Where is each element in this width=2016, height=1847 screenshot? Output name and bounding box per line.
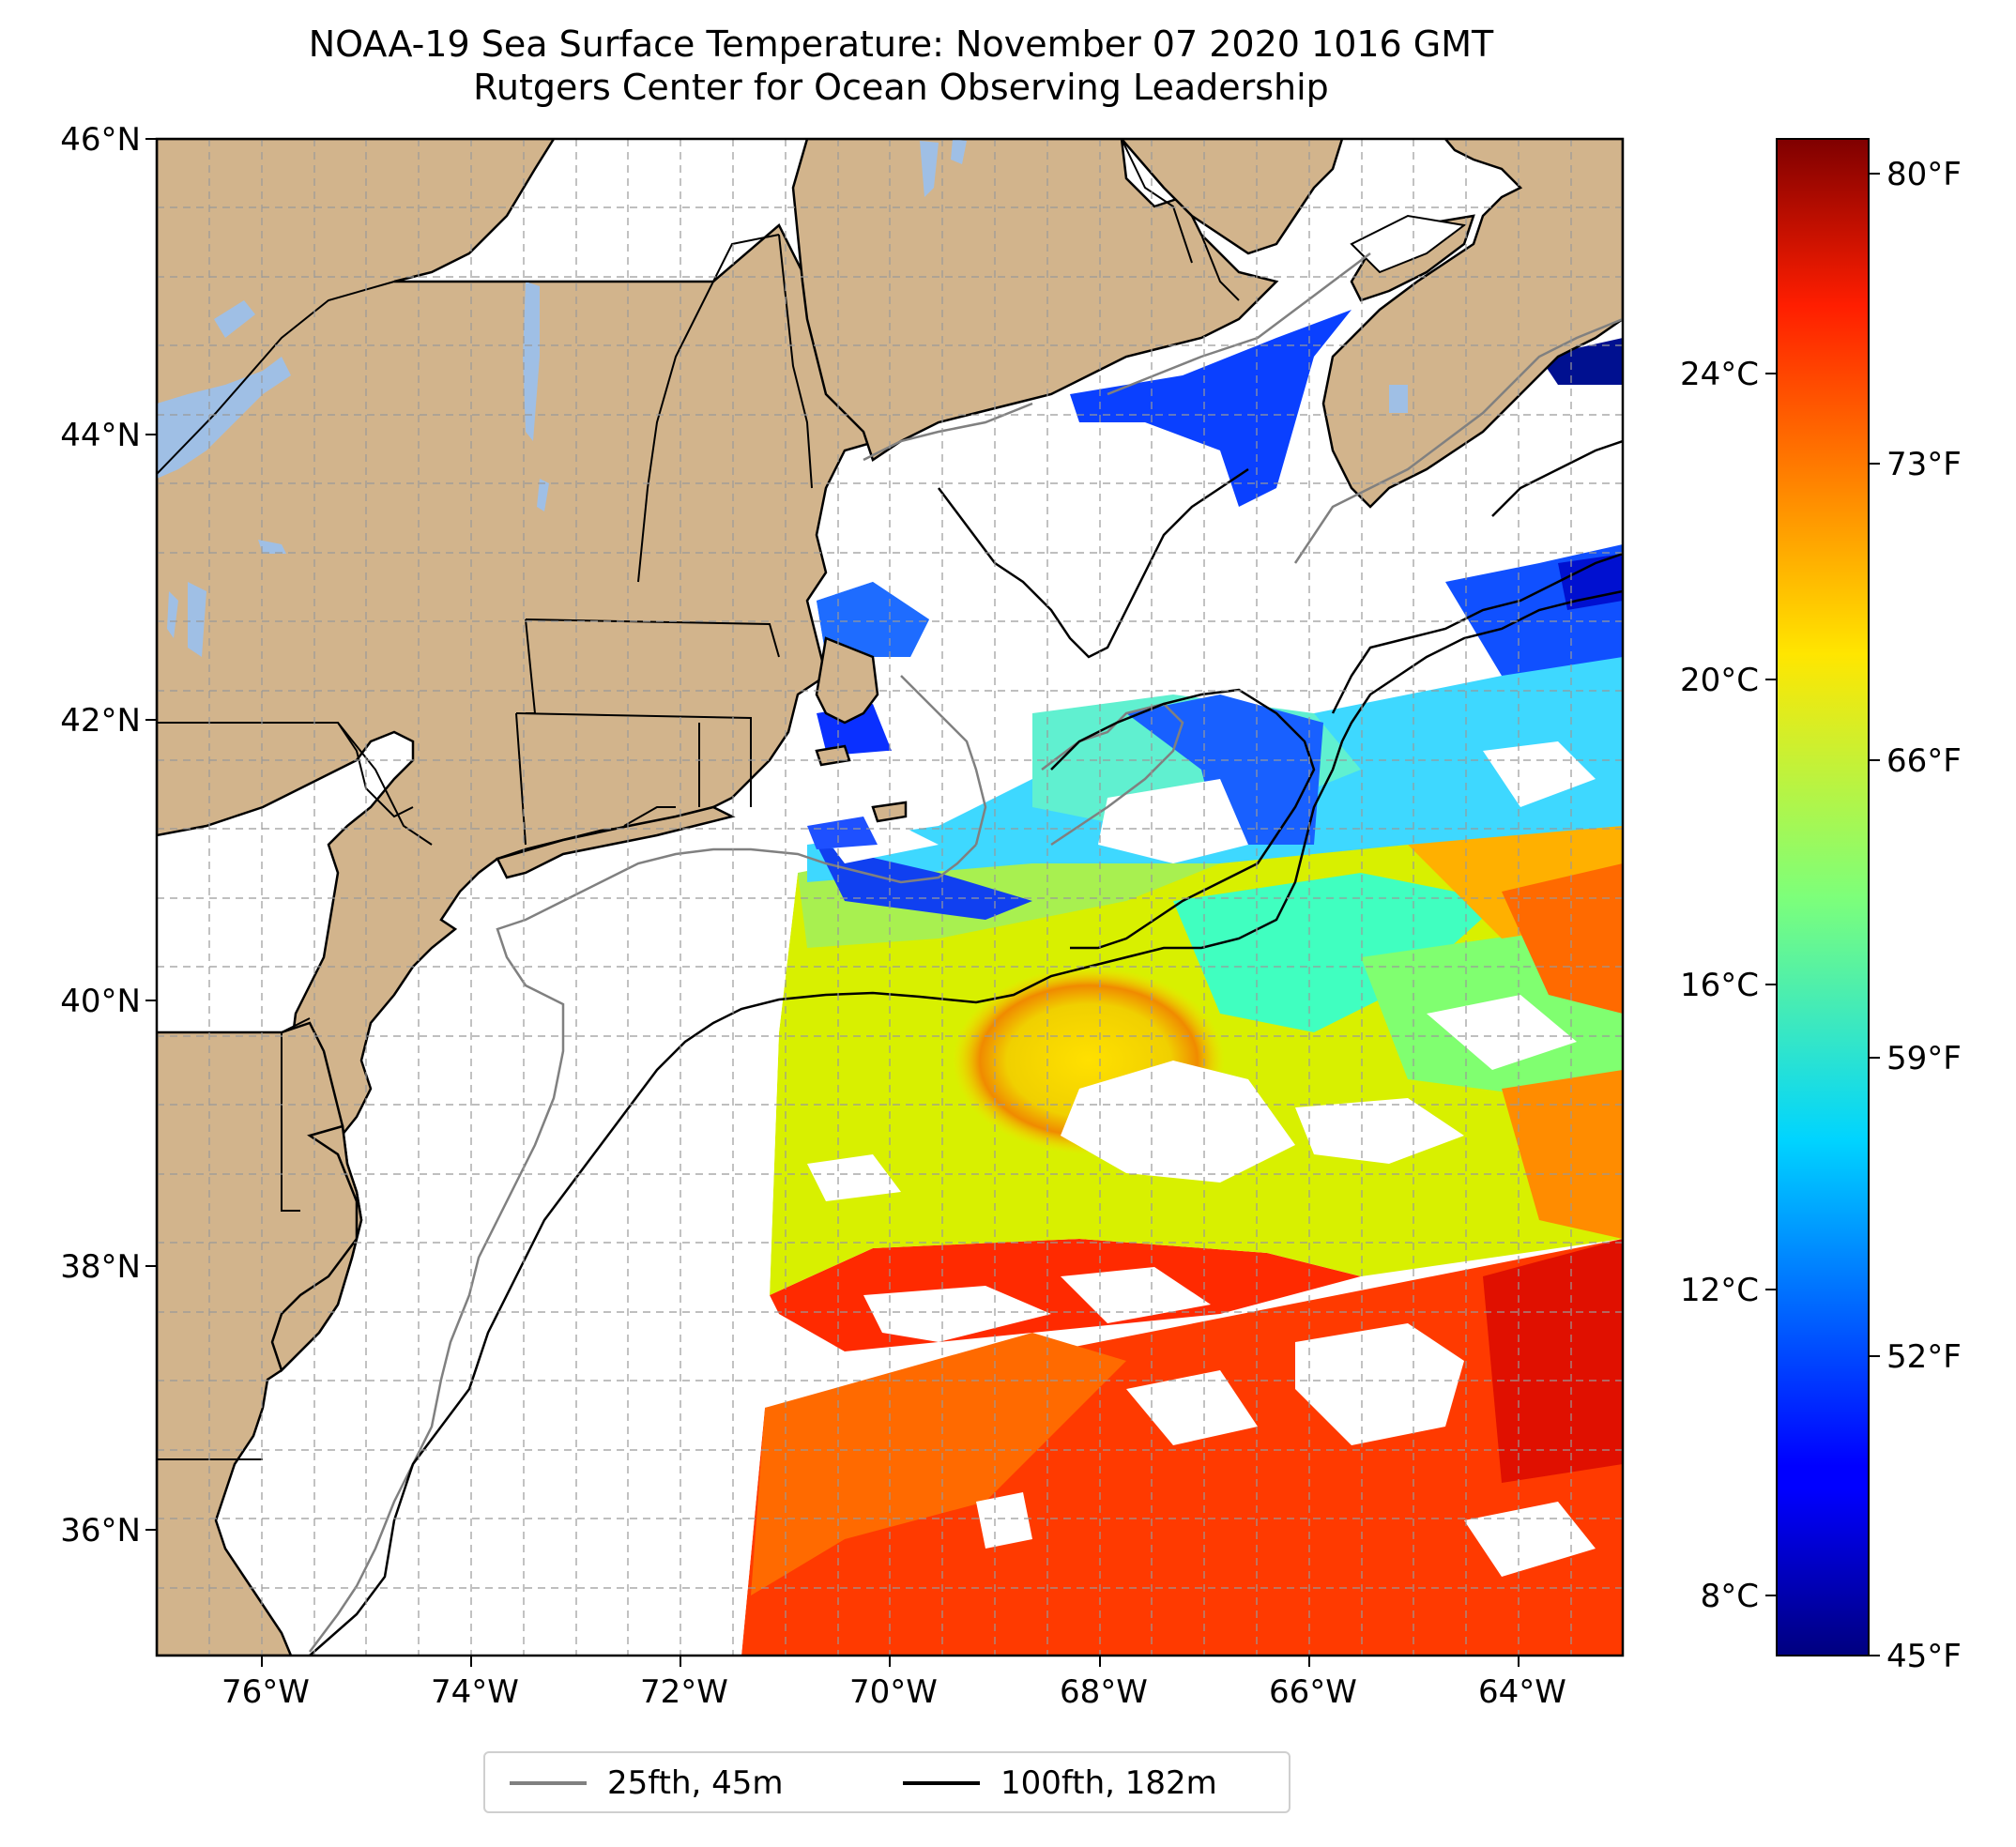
- lon-label-74: 74°W: [431, 1673, 519, 1711]
- colorbar-c-8: 8°C: [1701, 1578, 1759, 1615]
- map-area: [157, 139, 1623, 1656]
- lon-label-70: 70°W: [849, 1673, 938, 1711]
- longitude-axis: [261, 1656, 1520, 1667]
- legend-label-25fth: 25fth, 45m: [607, 1764, 784, 1802]
- colorbar-f-59: 59°F: [1886, 1040, 1962, 1077]
- lat-label-42: 42°N: [60, 702, 141, 740]
- colorbar-f-66: 66°F: [1886, 742, 1962, 780]
- colorbar: [1776, 138, 1870, 1656]
- lat-label-36: 36°N: [60, 1512, 141, 1549]
- map-title: NOAA-19 Sea Surface Temperature: Novembe…: [308, 23, 1494, 65]
- lon-label-76: 76°W: [221, 1673, 310, 1711]
- lat-label-44: 44°N: [60, 417, 141, 454]
- colorbar-f-52: 52°F: [1886, 1338, 1962, 1376]
- colorbar-c-12: 12°C: [1680, 1272, 1759, 1309]
- lon-label-68: 68°W: [1060, 1673, 1148, 1711]
- map-subtitle: Rutgers Center for Ocean Observing Leade…: [473, 67, 1329, 108]
- colorbar-c-20: 20°C: [1680, 662, 1759, 699]
- legend-line-black: [903, 1781, 980, 1785]
- lat-label-46: 46°N: [60, 121, 141, 159]
- lat-label-40: 40°N: [60, 983, 141, 1020]
- latitude-axis: [145, 138, 157, 1531]
- colorbar-f-73: 73°F: [1886, 446, 1962, 483]
- isobath-25fth: [309, 252, 1623, 1653]
- legend-item-100fth: 100fth, 182m: [903, 1764, 1217, 1802]
- lakes-layer: [157, 139, 1408, 657]
- colorbar-f-45: 45°F: [1886, 1638, 1962, 1675]
- lon-label-64: 64°W: [1478, 1673, 1566, 1711]
- legend: 25fth, 45m 100fth, 182m: [483, 1751, 1291, 1813]
- legend-line-gray: [510, 1781, 587, 1785]
- colorbar-f-80: 80°F: [1886, 156, 1962, 193]
- lon-label-66: 66°W: [1269, 1673, 1357, 1711]
- colorbar-fahrenheit-ticks: [1869, 173, 1880, 1656]
- legend-label-100fth: 100fth, 182m: [1000, 1764, 1217, 1802]
- lon-label-72: 72°W: [640, 1673, 728, 1711]
- colorbar-celsius-ticks: [1765, 373, 1777, 1596]
- colorbar-c-24: 24°C: [1680, 356, 1759, 393]
- gridlines: [157, 139, 1623, 1656]
- lat-label-38: 38°N: [60, 1248, 141, 1286]
- legend-item-25fth: 25fth, 45m: [510, 1764, 784, 1802]
- colorbar-c-16: 16°C: [1680, 967, 1759, 1004]
